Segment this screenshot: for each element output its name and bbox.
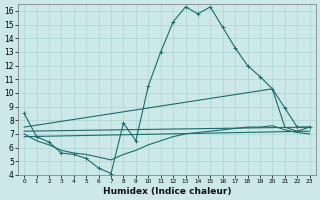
- X-axis label: Humidex (Indice chaleur): Humidex (Indice chaleur): [103, 187, 231, 196]
